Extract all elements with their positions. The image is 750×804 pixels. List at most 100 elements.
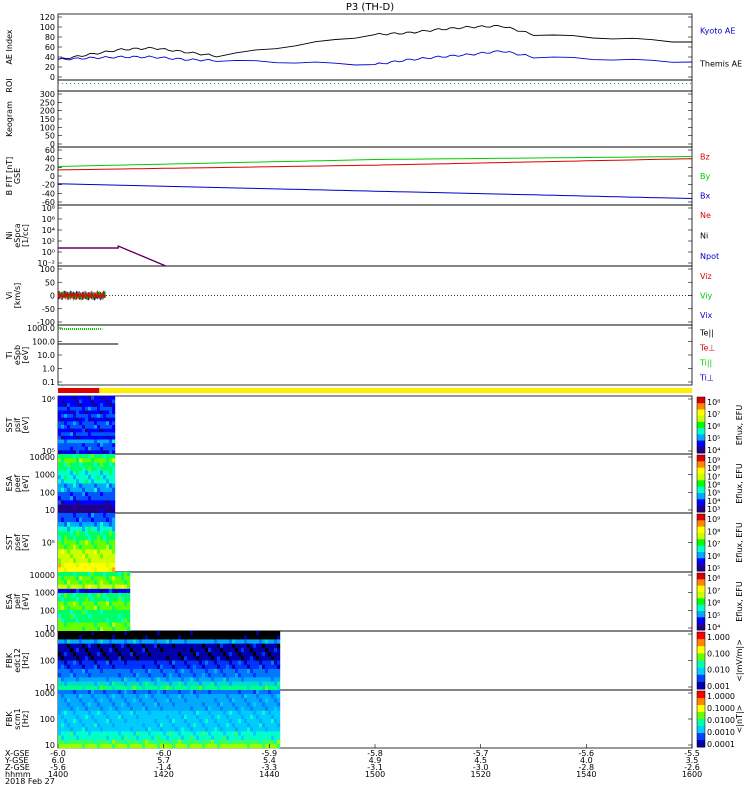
y-tick-fbk2: 10 [45,741,55,750]
spectrogram-cell-fbk2 [73,702,77,707]
spectrogram-cell-fbk1 [145,643,149,649]
panel-frame-ni [57,204,693,267]
spectrogram-cell-sst1 [91,446,95,451]
spectrogram-cell-sst2 [58,522,62,527]
spectrogram-cell-fbk1 [169,656,173,661]
spectrogram-cell-esa2 [124,614,128,619]
spectrogram-cell-fbk2 [94,719,98,724]
spectrogram-cell-sst2 [103,535,107,541]
spectrogram-cell-esa1 [109,466,113,472]
spectrogram-cell-fbk2 [58,743,62,749]
spectrogram-cell-fbk2 [100,710,104,716]
spectrogram-cell-fbk2 [82,710,86,716]
spectrogram-cell-fbk1 [178,677,182,682]
colorbar-cell-esa1 [697,467,705,475]
spectrogram-cell-sst2 [100,522,104,527]
spectrogram-cell-fbk2 [85,702,89,707]
spectrogram-cell-fbk1 [73,639,77,644]
y-tick-ni: 10⁴ [42,226,55,235]
spectrogram-cell-fbk1 [199,673,203,678]
spectrogram-cell-fbk1 [175,681,179,687]
spectrogram-cell-esa1 [100,491,104,497]
spectrogram-cell-fbk2 [172,739,176,745]
spectrogram-cell-sst1 [82,432,86,437]
spectrogram-cell-fbk2 [106,719,110,724]
spectrogram-cell-fbk2 [271,690,275,695]
spectrogram-cell-fbk2 [271,735,275,741]
spectrogram-cell-sst1 [85,425,89,429]
spectrogram-cell-fbk1 [73,635,77,640]
spectrogram-cell-esa1 [100,462,104,467]
spectrogram-cell-fbk1 [187,681,191,687]
spectrogram-cell-fbk1 [199,660,203,666]
spectrogram-cell-sst1 [106,399,110,404]
spectrogram-cell-fbk1 [187,643,191,649]
spectrogram-cell-fbk1 [262,677,266,682]
spectrogram-cell-sst1 [91,425,95,429]
spectrogram-cell-sst2 [112,517,116,523]
spectrogram-cell-fbk2 [274,690,278,695]
spectrogram-cell-sst1 [61,435,65,440]
spectrogram-cell-sst1 [109,406,113,411]
spectrogram-cell-fbk1 [79,647,83,653]
spectrogram-cell-sst2 [67,531,71,536]
spectrogram-cell-esa1 [61,500,65,505]
spectrogram-cell-sst1 [76,421,80,426]
spectrogram-cell-esa1 [64,504,68,510]
spectrogram-cell-fbk2 [139,723,143,728]
spectrogram-cell-fbk1 [247,639,251,644]
spectrogram-cell-fbk2 [169,735,173,741]
spectrogram-cell-fbk1 [202,677,206,682]
spectrogram-cell-fbk1 [229,639,233,644]
spectrogram-cell-sst1 [58,428,62,433]
spectrogram-cell-fbk2 [178,714,182,720]
spectrogram-cell-esa1 [97,454,101,459]
spectrogram-cell-fbk1 [169,660,173,666]
spectrogram-cell-fbk2 [178,743,182,749]
spectrogram-cell-esa2 [61,601,65,607]
spectrogram-cell-fbk1 [226,639,230,644]
spectrogram-cell-fbk1 [196,677,200,682]
spectrogram-cell-fbk2 [154,694,158,699]
spectrogram-cell-fbk2 [70,739,74,745]
spectrogram-cell-fbk2 [262,706,266,712]
spectrogram-cell-sst1 [76,450,80,455]
spectrogram-cell-fbk2 [253,690,257,695]
spectrogram-cell-fbk1 [106,681,110,687]
spectrogram-cell-fbk2 [277,743,281,749]
spectrogram-cell-fbk1 [91,668,95,674]
spectrogram-cell-fbk1 [205,631,209,636]
spectrogram-cell-sst1 [73,410,77,415]
spectrogram-cell-fbk1 [73,681,77,687]
spectrogram-cell-esa2 [58,614,62,619]
spectrogram-cell-fbk1 [64,631,68,636]
y-tick-vi: 100 [40,265,55,274]
colorbar-cell-sst2 [697,514,705,521]
ni-series-ne [58,244,167,267]
spectrogram-cell-fbk1 [61,660,65,666]
spectrogram-cell-fbk1 [193,643,197,649]
spectrogram-cell-sst1 [79,399,83,404]
spectrogram-cell-sst1 [94,403,98,408]
colorbar-frame-fbk1 [696,631,706,690]
spectrogram-cell-esa1 [70,487,74,493]
spectrogram-cell-esa1 [79,491,83,497]
spectrogram-cell-fbk2 [229,731,233,736]
spectrogram-cell-fbk2 [169,723,173,728]
spectrogram-cell-fbk2 [136,706,140,712]
spectrogram-cell-fbk1 [64,685,68,691]
spectrogram-cell-fbk2 [157,735,161,741]
spectrogram-cell-fbk1 [70,677,74,682]
spectrogram-cell-sst2 [61,540,65,546]
spectrogram-cell-fbk1 [121,643,125,649]
spectrogram-cell-fbk2 [142,710,146,716]
spectrogram-cell-fbk1 [235,660,239,666]
spectrogram-cell-fbk1 [109,668,113,674]
spectrogram-cell-fbk1 [196,635,200,640]
spectrogram-cell-fbk1 [73,677,77,682]
spectrogram-cell-esa2 [73,580,77,585]
spectrogram-cell-fbk2 [226,727,230,732]
spectrogram-cell-fbk1 [67,664,71,670]
spectrogram-cell-sst2 [106,562,110,568]
spectrogram-cell-fbk1 [109,664,113,670]
